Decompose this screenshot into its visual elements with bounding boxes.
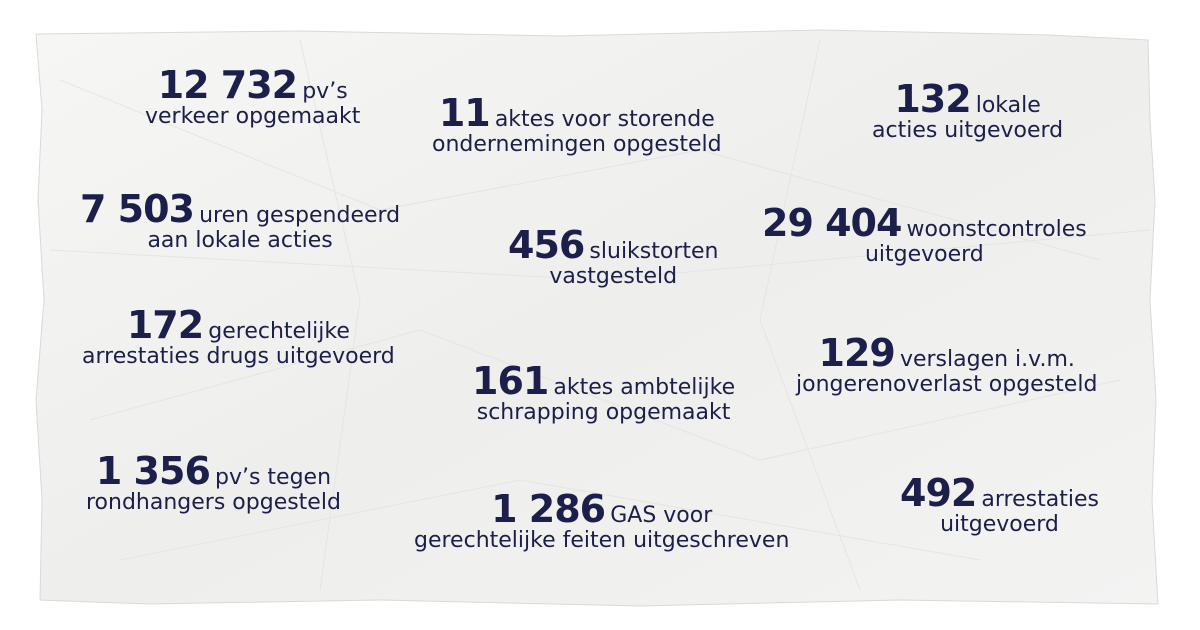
- stat-label: GAS voor: [610, 503, 713, 528]
- stat-label: sluikstorten: [589, 239, 719, 264]
- stat-aktes-ambtelijke: 161 aktes ambtelijke schrapping opgemaak…: [472, 362, 735, 424]
- stat-label-line2: arrestaties drugs uitgevoerd: [82, 344, 395, 369]
- stat-rondhangers: 1 356 pv’s tegen rondhangers opgesteld: [86, 452, 341, 514]
- stat-number: 12 732: [157, 63, 298, 107]
- stat-label: uren gespendeerd: [199, 203, 401, 228]
- stat-label: lokale: [975, 93, 1041, 118]
- stat-number: 129: [818, 331, 896, 375]
- stat-pv-verkeer: 12 732 pv’s verkeer opgemaakt: [145, 66, 360, 128]
- stat-aktes-storende: 11 aktes voor storende ondernemingen opg…: [432, 94, 722, 156]
- stat-arrestaties: 492 arrestaties uitgevoerd: [900, 474, 1099, 536]
- stat-label-line2: gerechtelijke feiten uitgeschreven: [414, 528, 790, 553]
- stat-label: pv’s: [302, 79, 348, 104]
- stat-label-line2: schrapping opgemaakt: [476, 400, 731, 425]
- stat-gas-feiten: 1 286 GAS voor gerechtelijke feiten uitg…: [414, 490, 789, 552]
- stat-number: 161: [472, 359, 549, 403]
- stat-label: aktes voor storende: [494, 107, 715, 132]
- stat-label: arrestaties: [981, 487, 1099, 512]
- stat-label: aktes ambtelijke: [553, 375, 736, 400]
- stat-woonstcontroles: 29 404 woonstcontroles uitgevoerd: [762, 204, 1087, 266]
- stat-label: pv’s tegen: [214, 465, 332, 490]
- stat-sluikstorten: 456 sluikstorten vastgesteld: [508, 226, 719, 288]
- stat-number: 11: [438, 91, 491, 135]
- stat-label-line2: ondernemingen opgesteld: [432, 132, 722, 157]
- stat-number: 7 503: [80, 187, 195, 231]
- stat-uren-gespendeerd: 7 503 uren gespendeerd aan lokale acties: [80, 190, 400, 252]
- stat-label-line2: vastgesteld: [549, 264, 678, 289]
- stat-number: 1 286: [491, 487, 606, 531]
- stat-arrestaties-drugs: 172 gerechtelijke arrestaties drugs uitg…: [82, 306, 395, 368]
- stat-label: verslagen i.v.m.: [899, 347, 1075, 372]
- stat-label: woonstcontroles: [906, 217, 1087, 242]
- stat-label: gerechtelijke: [208, 319, 350, 344]
- stat-number: 172: [126, 303, 204, 347]
- stat-lokale-acties: 132 lokale acties uitgevoerd: [872, 80, 1063, 142]
- stat-label-line2: aan lokale acties: [147, 228, 333, 253]
- stat-label-line2: acties uitgevoerd: [872, 118, 1064, 143]
- stat-number: 29 404: [762, 201, 902, 245]
- stat-number: 456: [508, 223, 585, 267]
- stat-number: 492: [900, 471, 977, 515]
- stat-label-line2: verkeer opgemaakt: [145, 104, 361, 129]
- stat-number: 132: [894, 77, 971, 121]
- stat-label-line2: uitgevoerd: [940, 512, 1059, 537]
- stat-label-line2: rondhangers opgesteld: [86, 490, 341, 515]
- stat-number: 1 356: [95, 449, 211, 493]
- stat-jongerenoverlast: 129 verslagen i.v.m. jongerenoverlast op…: [796, 334, 1097, 396]
- stat-label-line2: jongerenoverlast opgesteld: [796, 372, 1098, 397]
- stat-label-line2: uitgevoerd: [864, 242, 984, 267]
